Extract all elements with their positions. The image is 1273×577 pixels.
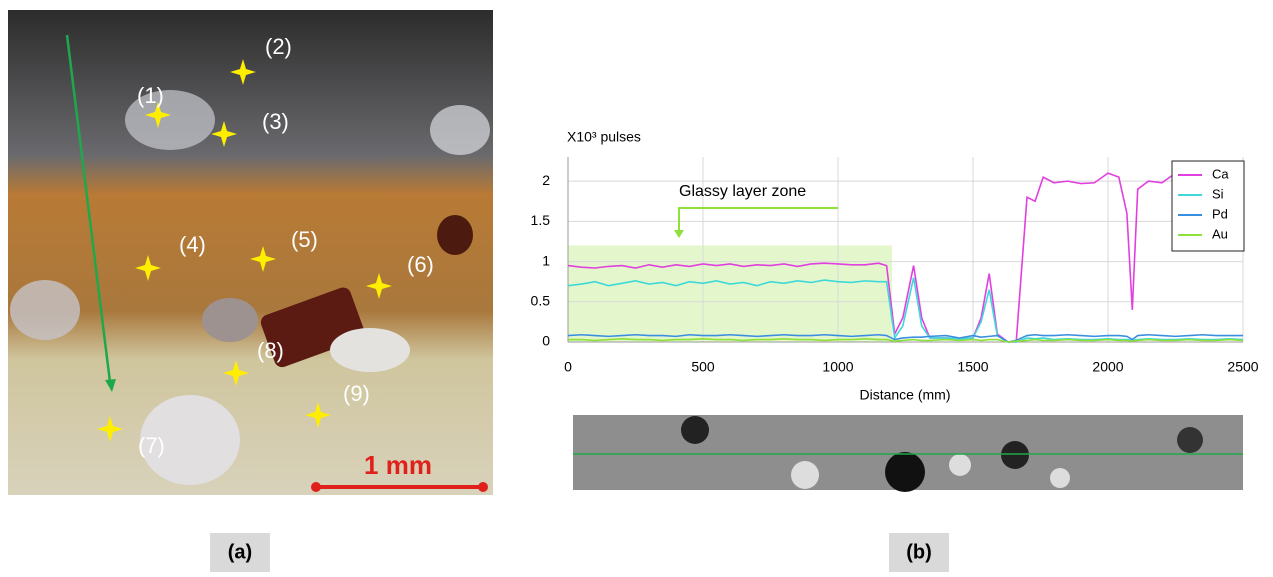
pore	[681, 416, 709, 444]
scale-bar-end	[478, 482, 488, 492]
grain	[437, 215, 473, 255]
y-tick-label: 2	[542, 172, 550, 188]
x-tick-label: 0	[564, 359, 572, 375]
pore	[885, 452, 925, 492]
point-label: (7)	[138, 433, 165, 458]
y-tick-label: 1	[542, 252, 550, 268]
grain	[330, 328, 410, 372]
x-tick-label: 1000	[822, 359, 853, 375]
grain	[10, 280, 80, 340]
point-label: (9)	[343, 381, 370, 406]
x-tick-label: 500	[691, 359, 715, 375]
annotation: Glassy layer zone	[679, 183, 806, 200]
point-label: (4)	[179, 232, 206, 257]
point-label: (1)	[137, 83, 164, 108]
x-tick-label: 1500	[957, 359, 988, 375]
x-axis-label: Distance (mm)	[859, 387, 950, 403]
x-tick-label: 2500	[1227, 359, 1258, 375]
legend-label: Au	[1212, 226, 1228, 241]
grain	[202, 298, 258, 342]
annotation-arrow	[674, 230, 684, 238]
y-axis-label: X10³ pulses	[567, 129, 641, 145]
pore	[791, 461, 819, 489]
legend-label: Pd	[1212, 206, 1228, 221]
pore	[1050, 468, 1070, 488]
grain	[430, 105, 490, 155]
pore	[949, 454, 971, 476]
panel-label: (b)	[906, 541, 932, 563]
y-tick-label: 0	[542, 333, 550, 349]
point-label: (2)	[265, 34, 292, 59]
legend-label: Ca	[1212, 166, 1229, 181]
point-label: (8)	[257, 338, 284, 363]
x-tick-label: 2000	[1092, 359, 1123, 375]
point-label: (3)	[262, 109, 289, 134]
page: 1 mm (1) (2) (3) (4) (5) (6) (7) (8) (9) (a) (b)…	[0, 0, 1273, 577]
legend-label: Si	[1212, 186, 1224, 201]
figure: 1 mm (1) (2) (3) (4) (5) (6) (7) (8) (9) (a) (b)…	[0, 0, 1273, 572]
chart: X10³ pulses Distance (mm) 0 0.5 1 1.5 2 0 500 1…	[531, 129, 1259, 403]
highlight-zone	[568, 245, 892, 342]
panel-label: (a)	[228, 541, 252, 563]
pore	[1001, 441, 1029, 469]
y-tick-label: 1.5	[531, 212, 551, 228]
point-label: (6)	[407, 252, 434, 277]
y-tick-label: 0.5	[531, 292, 551, 308]
pore	[1177, 427, 1203, 453]
sem-strip	[573, 415, 1243, 492]
point-label: (5)	[291, 227, 318, 252]
scale-bar-label: 1 mm	[364, 450, 432, 480]
scale-bar-end	[311, 482, 321, 492]
